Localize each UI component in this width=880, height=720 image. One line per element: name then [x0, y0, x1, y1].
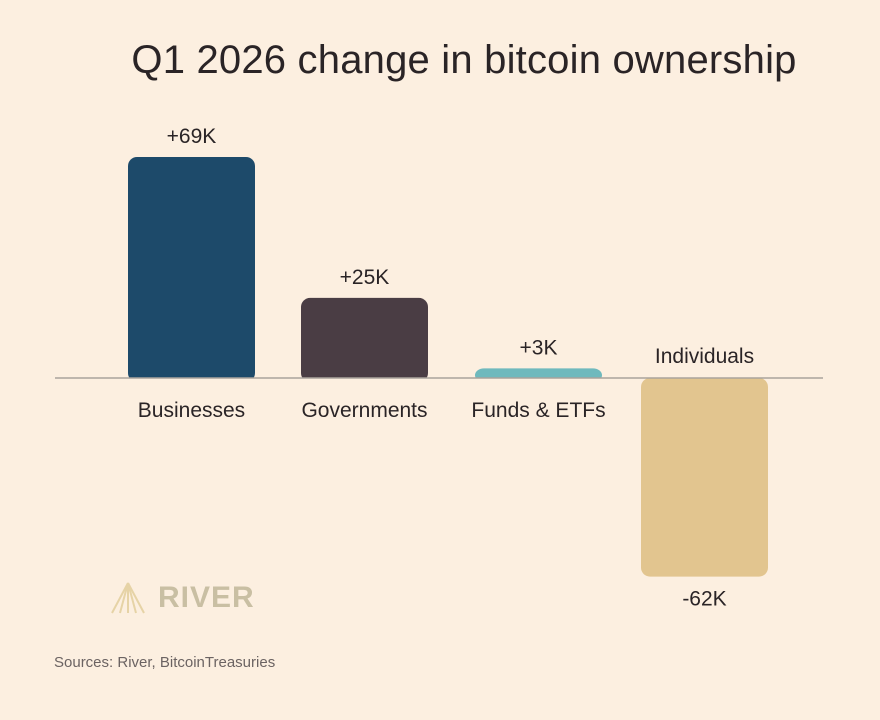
category-label: Funds & ETFs [471, 399, 605, 422]
sources-note: Sources: River, BitcoinTreasuries [54, 654, 276, 671]
river-brand: RIVER [108, 580, 255, 616]
bar-base-mask [475, 378, 602, 384]
bar-base-mask [301, 378, 428, 384]
value-label: +69K [167, 125, 217, 148]
bar-businesses [128, 157, 255, 382]
river-logo-icon [111, 582, 145, 614]
category-label: Governments [301, 399, 427, 422]
category-label: Businesses [138, 399, 245, 422]
brand-name: RIVER [158, 581, 255, 614]
bar-base-mask [128, 378, 255, 384]
bar-individuals [641, 378, 768, 577]
category-label: Individuals [655, 345, 754, 368]
bar-governments [301, 297, 428, 382]
chart-title: Q1 2026 change in bitcoin ownership [131, 38, 797, 82]
value-label: +3K [520, 336, 558, 359]
value-label: -62K [682, 588, 726, 611]
value-label: +25K [340, 266, 390, 289]
